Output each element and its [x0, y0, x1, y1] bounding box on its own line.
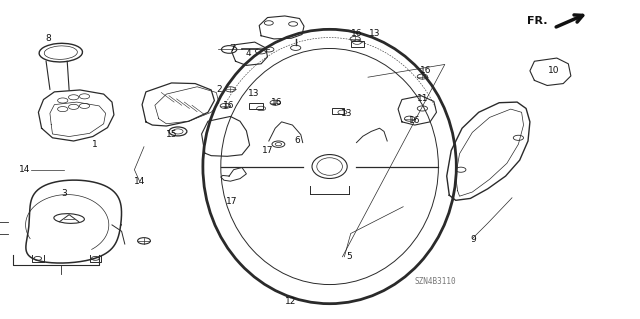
Text: 7: 7 — [229, 44, 234, 53]
Text: 4: 4 — [246, 49, 251, 58]
Text: 12: 12 — [285, 297, 296, 306]
Text: SZN4B3110: SZN4B3110 — [414, 277, 456, 286]
Text: 13: 13 — [341, 109, 353, 118]
Text: 5: 5 — [346, 252, 351, 261]
Text: 15: 15 — [166, 130, 177, 139]
Text: 13: 13 — [248, 89, 259, 98]
Text: 16: 16 — [409, 116, 420, 125]
Text: 16: 16 — [223, 101, 235, 110]
Text: 17: 17 — [226, 197, 237, 206]
Text: 16: 16 — [271, 98, 282, 107]
Text: 13: 13 — [369, 29, 380, 38]
Text: 3: 3 — [61, 189, 67, 198]
Text: 1: 1 — [92, 140, 97, 149]
Bar — [249, 103, 263, 109]
Text: 14: 14 — [134, 177, 145, 186]
Text: FR.: FR. — [527, 16, 547, 26]
Bar — [332, 108, 344, 114]
Text: 9: 9 — [471, 235, 476, 244]
Text: 16: 16 — [351, 29, 363, 38]
Text: 17: 17 — [262, 146, 273, 155]
Bar — [351, 41, 364, 47]
Text: 10: 10 — [548, 66, 559, 75]
Text: 11: 11 — [417, 94, 428, 103]
Text: 16: 16 — [420, 66, 431, 75]
Text: 6: 6 — [295, 136, 300, 145]
Text: 2: 2 — [216, 85, 221, 94]
Text: 8: 8 — [45, 34, 51, 43]
Text: 14: 14 — [19, 165, 30, 174]
